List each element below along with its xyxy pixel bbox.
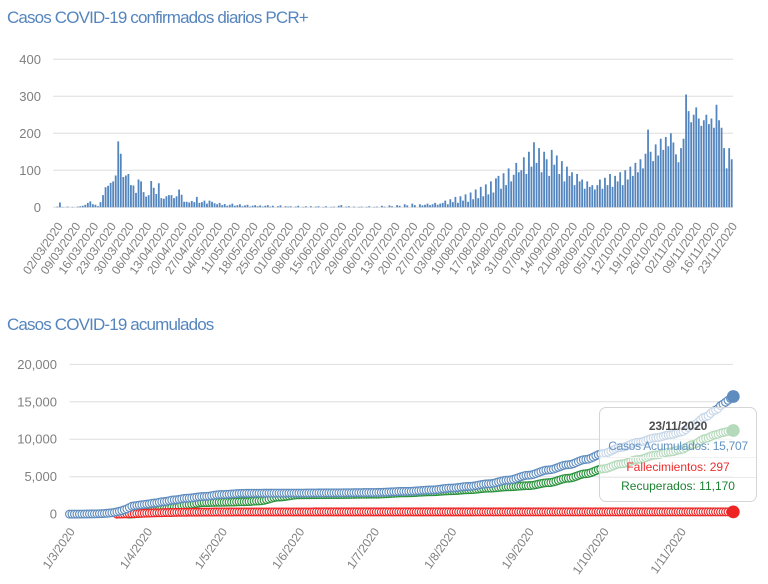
svg-text:15,000: 15,000	[17, 394, 57, 409]
svg-text:1/5/2020: 1/5/2020	[192, 525, 230, 572]
svg-text:20,000: 20,000	[17, 357, 57, 372]
svg-text:Casos COVID-19 acumulados: Casos COVID-19 acumulados	[7, 315, 214, 334]
svg-text:0: 0	[34, 200, 41, 215]
svg-text:1/3/2020: 1/3/2020	[40, 525, 78, 572]
svg-text:10,000: 10,000	[17, 432, 57, 447]
svg-text:5,000: 5,000	[24, 469, 57, 484]
svg-text:100: 100	[19, 163, 41, 178]
svg-text:0: 0	[50, 507, 57, 522]
svg-text:400: 400	[19, 52, 41, 67]
svg-text:1/11/2020: 1/11/2020	[647, 525, 689, 576]
svg-text:1/4/2020: 1/4/2020	[117, 525, 155, 572]
svg-text:300: 300	[19, 89, 41, 104]
svg-text:1/8/2020: 1/8/2020	[421, 525, 459, 572]
svg-text:1/7/2020: 1/7/2020	[344, 525, 382, 572]
svg-text:1/9/2020: 1/9/2020	[499, 525, 537, 572]
svg-text:200: 200	[19, 126, 41, 141]
svg-text:1/6/2020: 1/6/2020	[269, 525, 307, 572]
svg-text:Casos COVID-19 confirmados dia: Casos COVID-19 confirmados diarios PCR+	[7, 8, 309, 27]
svg-text:1/10/2020: 1/10/2020	[570, 525, 612, 577]
